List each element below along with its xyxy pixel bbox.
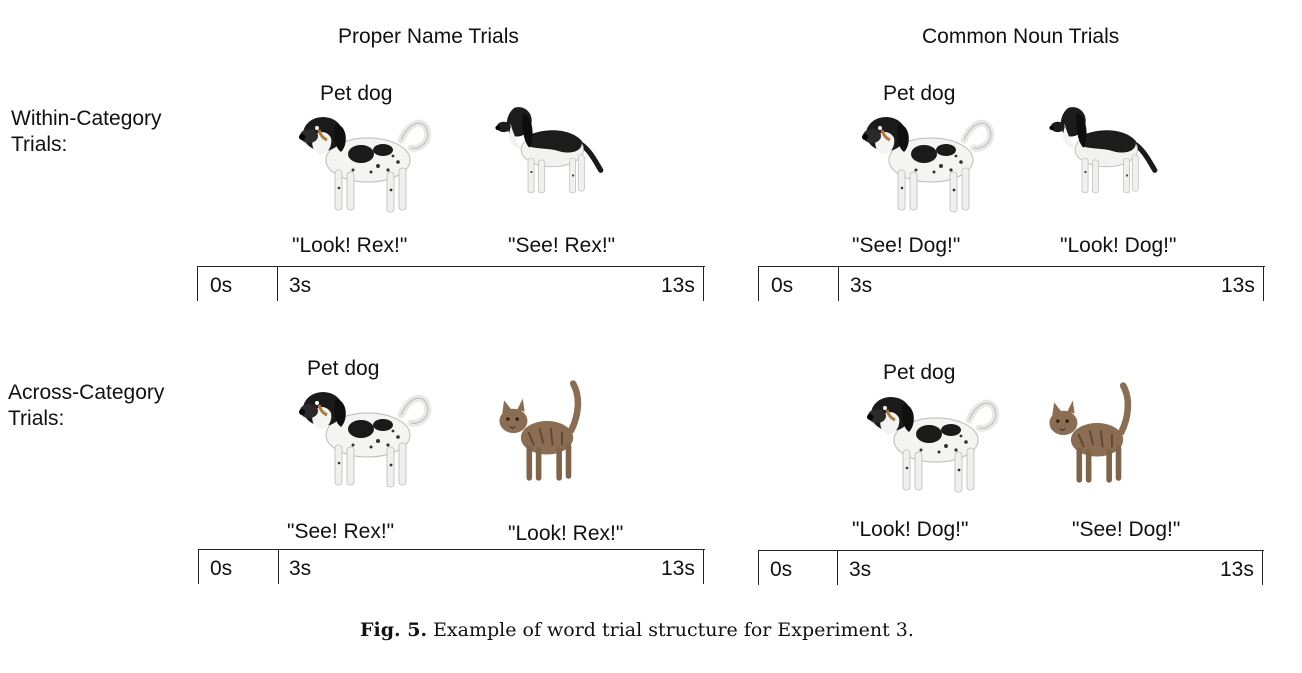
spaniel-dog-image (1030, 92, 1160, 207)
pet-dog-image (846, 100, 996, 220)
across-category-row-label: Across-Category Trials: (8, 381, 165, 430)
timeline-tick (277, 267, 278, 301)
first-utterance: "See! Rex!" (287, 520, 395, 543)
time-label-3s: 3s (849, 558, 872, 581)
time-label-13s: 13s (661, 274, 695, 297)
spaniel-dog-image (476, 92, 606, 207)
time-label-13s: 13s (1221, 274, 1255, 297)
timeline-tick (758, 551, 759, 585)
time-label-13s: 13s (1220, 558, 1254, 581)
second-utterance: "See! Dog!" (1072, 518, 1181, 541)
timeline-tick (197, 267, 198, 301)
timeline: 0s 3s 13s (198, 549, 705, 584)
time-label-0s: 0s (210, 274, 233, 297)
timeline: 0s 3s 13s (758, 550, 1264, 585)
timeline-tick (198, 550, 199, 584)
within-category-row-label: Within-Category Trials: (11, 107, 162, 156)
timeline: 0s 3s 13s (758, 266, 1265, 301)
figure-caption-text: Example of word trial structure for Expe… (433, 619, 914, 641)
pet-dog-label: Pet dog (883, 361, 956, 384)
timeline: 0s 3s 13s (197, 266, 705, 301)
pet-dog-image (283, 375, 433, 495)
first-utterance: "Look! Dog!" (852, 518, 969, 541)
time-label-3s: 3s (289, 274, 312, 297)
timeline-tick (703, 550, 704, 584)
pet-dog-label: Pet dog (883, 82, 956, 105)
time-label-0s: 0s (770, 558, 793, 581)
timeline-tick (758, 267, 759, 301)
timeline-tick (278, 550, 279, 584)
second-utterance: "Look! Dog!" (1060, 234, 1177, 257)
time-label-0s: 0s (210, 557, 233, 580)
timeline-tick (1263, 267, 1264, 301)
time-label-0s: 0s (771, 274, 794, 297)
pet-dog-image (851, 380, 1001, 500)
pet-dog-label: Pet dog (307, 357, 380, 380)
cat-image (488, 378, 593, 490)
timeline-tick (838, 267, 839, 301)
figure-caption-label: Fig. 5. (360, 619, 428, 641)
common-noun-column-title: Common Noun Trials (922, 25, 1120, 48)
pet-dog-image (283, 100, 433, 220)
time-label-3s: 3s (289, 557, 312, 580)
timeline-tick (1262, 551, 1263, 585)
figure-caption: Fig. 5. Example of word trial structure f… (360, 619, 914, 641)
first-utterance: "See! Dog!" (852, 234, 961, 257)
second-utterance: "Look! Rex!" (508, 522, 624, 545)
timeline-tick (837, 551, 838, 585)
time-label-3s: 3s (850, 274, 873, 297)
pet-dog-label: Pet dog (320, 82, 393, 105)
second-utterance: "See! Rex!" (508, 234, 616, 257)
first-utterance: "Look! Rex!" (292, 234, 408, 257)
proper-name-column-title: Proper Name Trials (338, 25, 519, 48)
time-label-13s: 13s (661, 557, 695, 580)
timeline-tick (703, 267, 704, 301)
cat-image (1038, 380, 1143, 492)
